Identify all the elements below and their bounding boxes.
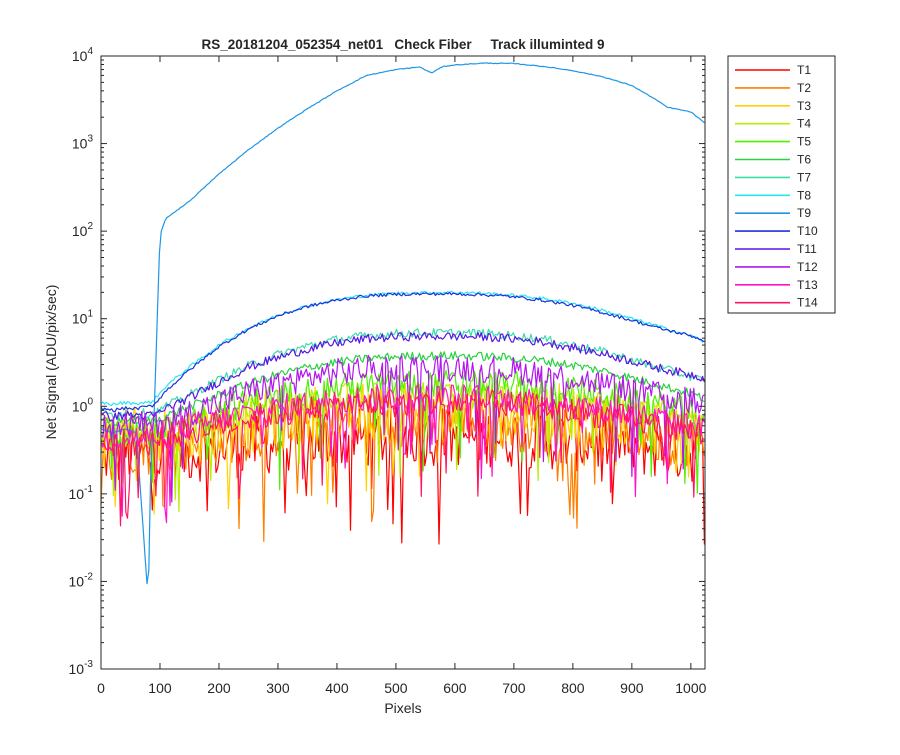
y-tick-label: 103 xyxy=(72,134,94,152)
series-t9 xyxy=(100,62,705,585)
legend-entry-t11: T11 xyxy=(735,242,817,256)
x-tick-label: 200 xyxy=(207,680,231,696)
y-tick-label: 10-3 xyxy=(69,659,94,677)
legend-label: T9 xyxy=(797,206,811,220)
legend-entry-t7: T7 xyxy=(735,170,811,184)
series-t6 xyxy=(100,351,705,426)
series-line-t8 xyxy=(100,290,705,406)
legend-label: T13 xyxy=(797,278,818,292)
series-line-t11 xyxy=(100,331,705,422)
legend-label: T4 xyxy=(797,117,811,131)
series-t12 xyxy=(100,354,705,503)
y-tick-label: 10-2 xyxy=(69,571,94,589)
series-t5 xyxy=(100,369,705,494)
legend-entry-t12: T12 xyxy=(735,260,818,274)
legend: T1 T2 T3 T4 T5 T6 T7 T8 T9 T10 T11 T12 T13 T14 xyxy=(727,55,836,314)
series-t14 xyxy=(100,389,705,527)
y-axis-title: Net Signal (ADU/pix/sec) xyxy=(43,285,59,440)
legend-entry-t13: T13 xyxy=(735,278,818,292)
legend-entry-t14: T14 xyxy=(735,296,818,310)
ticks-layer: 0 100 200 300 400 500 600 700 800 900 1000 10-3 10-2… xyxy=(69,46,707,696)
plot-area xyxy=(101,56,705,669)
legend-entry-t2: T2 xyxy=(735,81,811,95)
legend-label: T12 xyxy=(797,260,818,274)
legend-label: T2 xyxy=(797,81,811,95)
legend-entry-t9: T9 xyxy=(735,206,811,220)
legend-entry-t4: T4 xyxy=(735,117,811,131)
x-tick-label: 100 xyxy=(148,680,172,696)
series-line-t7 xyxy=(100,328,705,419)
legend-entry-t8: T8 xyxy=(735,188,811,202)
chart-title: RS_20181204_052354_net01 Check Fiber Tra… xyxy=(202,37,605,52)
series-t11 xyxy=(100,331,705,422)
series-t8 xyxy=(100,290,705,406)
y-tick-label: 101 xyxy=(72,309,94,327)
x-tick-label: 700 xyxy=(502,680,526,696)
y-tick-label: 10-1 xyxy=(69,484,94,502)
series-line-t9 xyxy=(100,62,705,585)
x-tick-label: 900 xyxy=(620,680,644,696)
series-line-t6 xyxy=(100,351,705,426)
series-line-t12 xyxy=(100,354,705,503)
x-tick-label: 500 xyxy=(384,680,408,696)
x-tick-label: 400 xyxy=(325,680,349,696)
series-t10 xyxy=(100,291,705,413)
x-axis-title: Pixels xyxy=(384,700,421,716)
y-tick-label: 102 xyxy=(72,221,94,239)
series-t7 xyxy=(100,328,705,419)
x-tick-label: 0 xyxy=(97,680,105,696)
legend-entry-t5: T5 xyxy=(735,135,811,149)
legend-label: T10 xyxy=(797,224,818,238)
legend-box xyxy=(727,55,836,314)
legend-label: T3 xyxy=(797,99,811,113)
legend-label: T11 xyxy=(797,242,817,256)
series-line-t5 xyxy=(100,369,705,494)
legend-label: T1 xyxy=(797,63,811,77)
x-tick-label: 800 xyxy=(561,680,585,696)
legend-entry-t6: T6 xyxy=(735,153,811,167)
legend-label: T6 xyxy=(797,153,811,167)
y-tick-label: 100 xyxy=(72,396,94,414)
x-tick-label: 300 xyxy=(266,680,290,696)
series-layer xyxy=(100,62,705,585)
series-line-t10 xyxy=(100,291,705,413)
legend-label: T14 xyxy=(797,296,818,310)
axes-box xyxy=(100,55,706,670)
legend-entry-t10: T10 xyxy=(735,224,818,238)
legend-label: T8 xyxy=(797,188,811,202)
legend-label: T7 xyxy=(797,170,811,184)
legend-entry-t1: T1 xyxy=(735,63,811,77)
legend-label: T5 xyxy=(797,135,811,149)
x-tick-label: 1000 xyxy=(675,680,706,696)
x-tick-label: 600 xyxy=(443,680,467,696)
legend-items: T1 T2 T3 T4 T5 T6 T7 T8 T9 T10 T11 T12 T13 T14 xyxy=(735,63,818,310)
series-line-t14 xyxy=(100,389,705,527)
y-tick-label: 104 xyxy=(72,46,94,64)
legend-entry-t3: T3 xyxy=(735,99,811,113)
